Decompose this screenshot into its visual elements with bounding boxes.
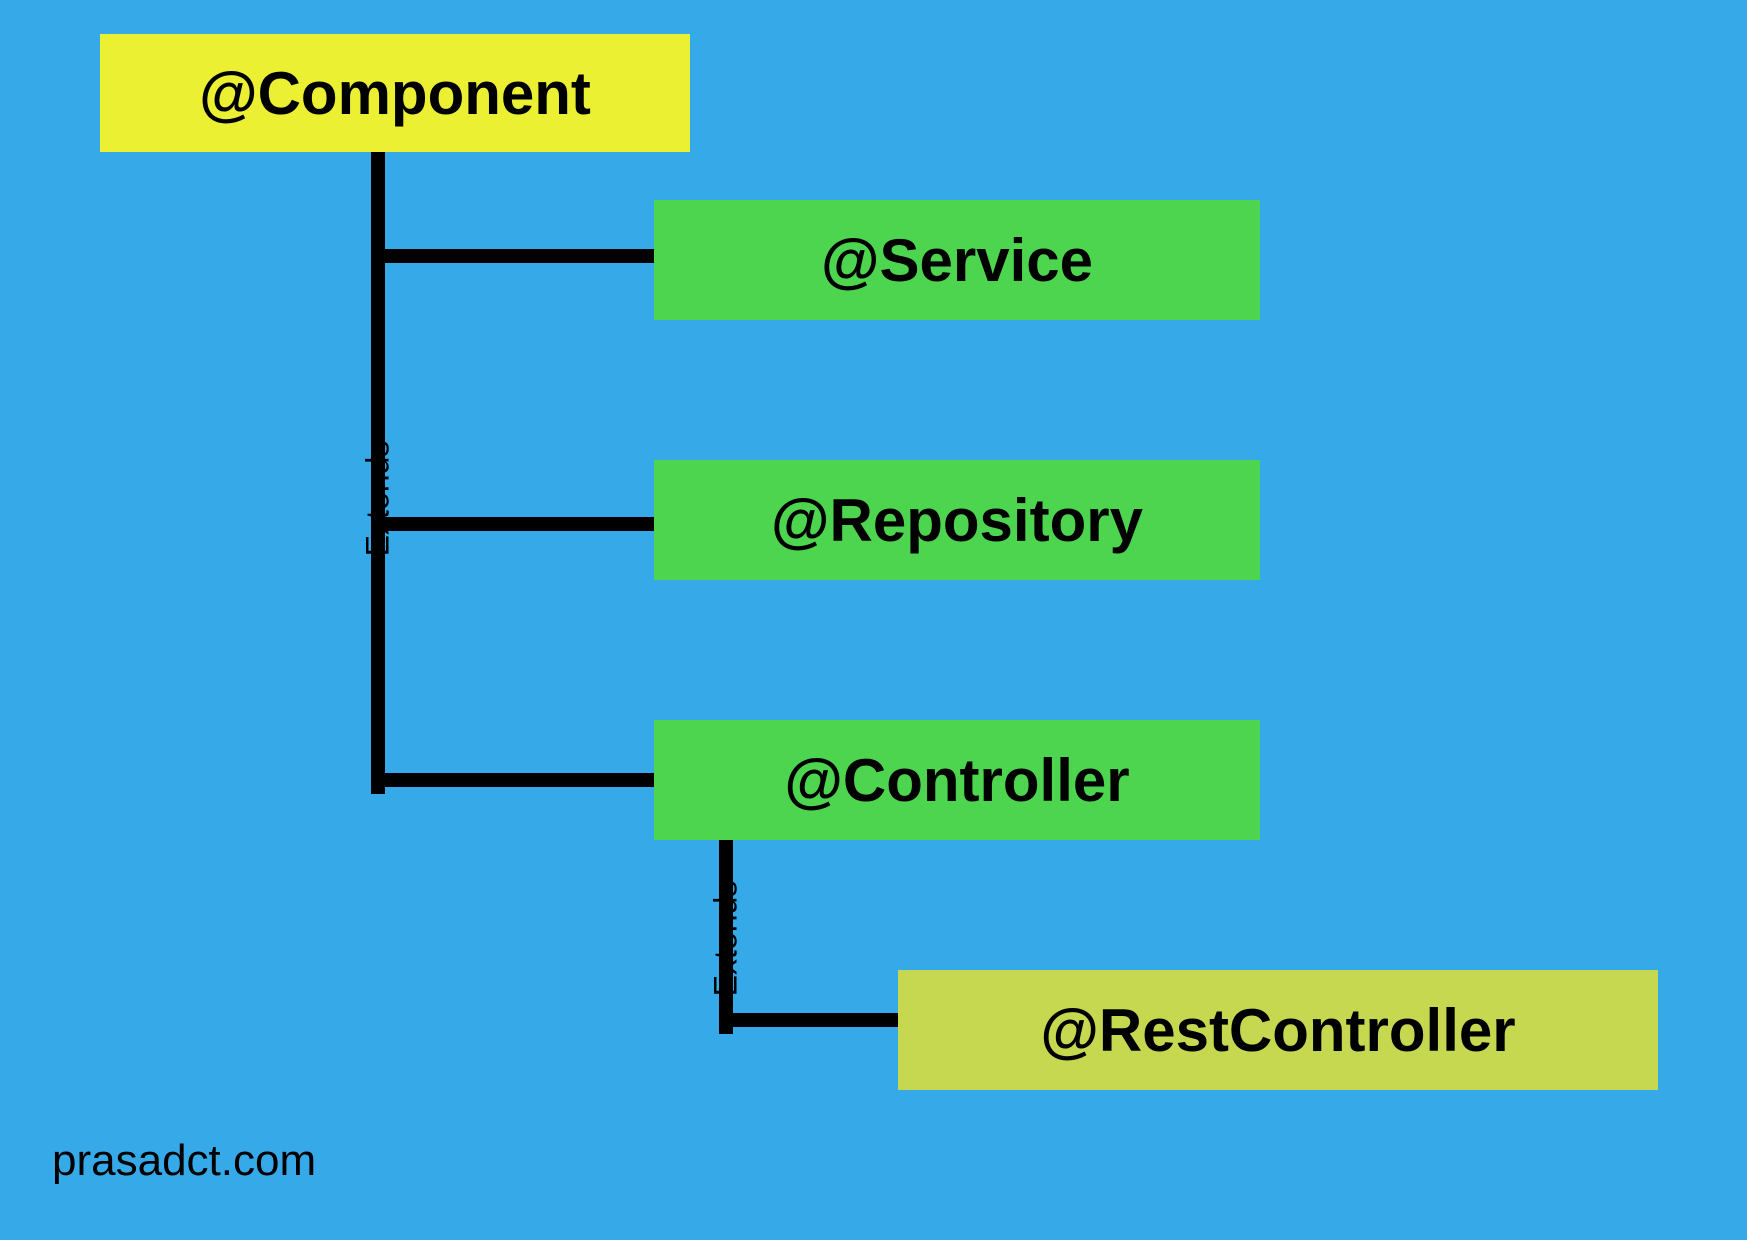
edge-branch-0-1 [371, 517, 654, 531]
edge-branch-0-0 [371, 249, 654, 263]
node-component: @Component [100, 34, 690, 152]
node-controller: @Controller [654, 720, 1260, 840]
node-repository: @Repository [654, 460, 1260, 580]
edge-branch-0-2 [371, 773, 654, 787]
node-service: @Service [654, 200, 1260, 320]
diagram-canvas: @Component @Service @Repository @Controller… [0, 0, 1747, 1240]
edge-label-1: Extends [707, 881, 744, 997]
watermark: prasadct.com [52, 1136, 316, 1186]
node-restcontroller: @RestController [898, 970, 1658, 1090]
edge-branch-1-0 [719, 1013, 898, 1027]
edge-label-0: Extends [359, 441, 396, 557]
